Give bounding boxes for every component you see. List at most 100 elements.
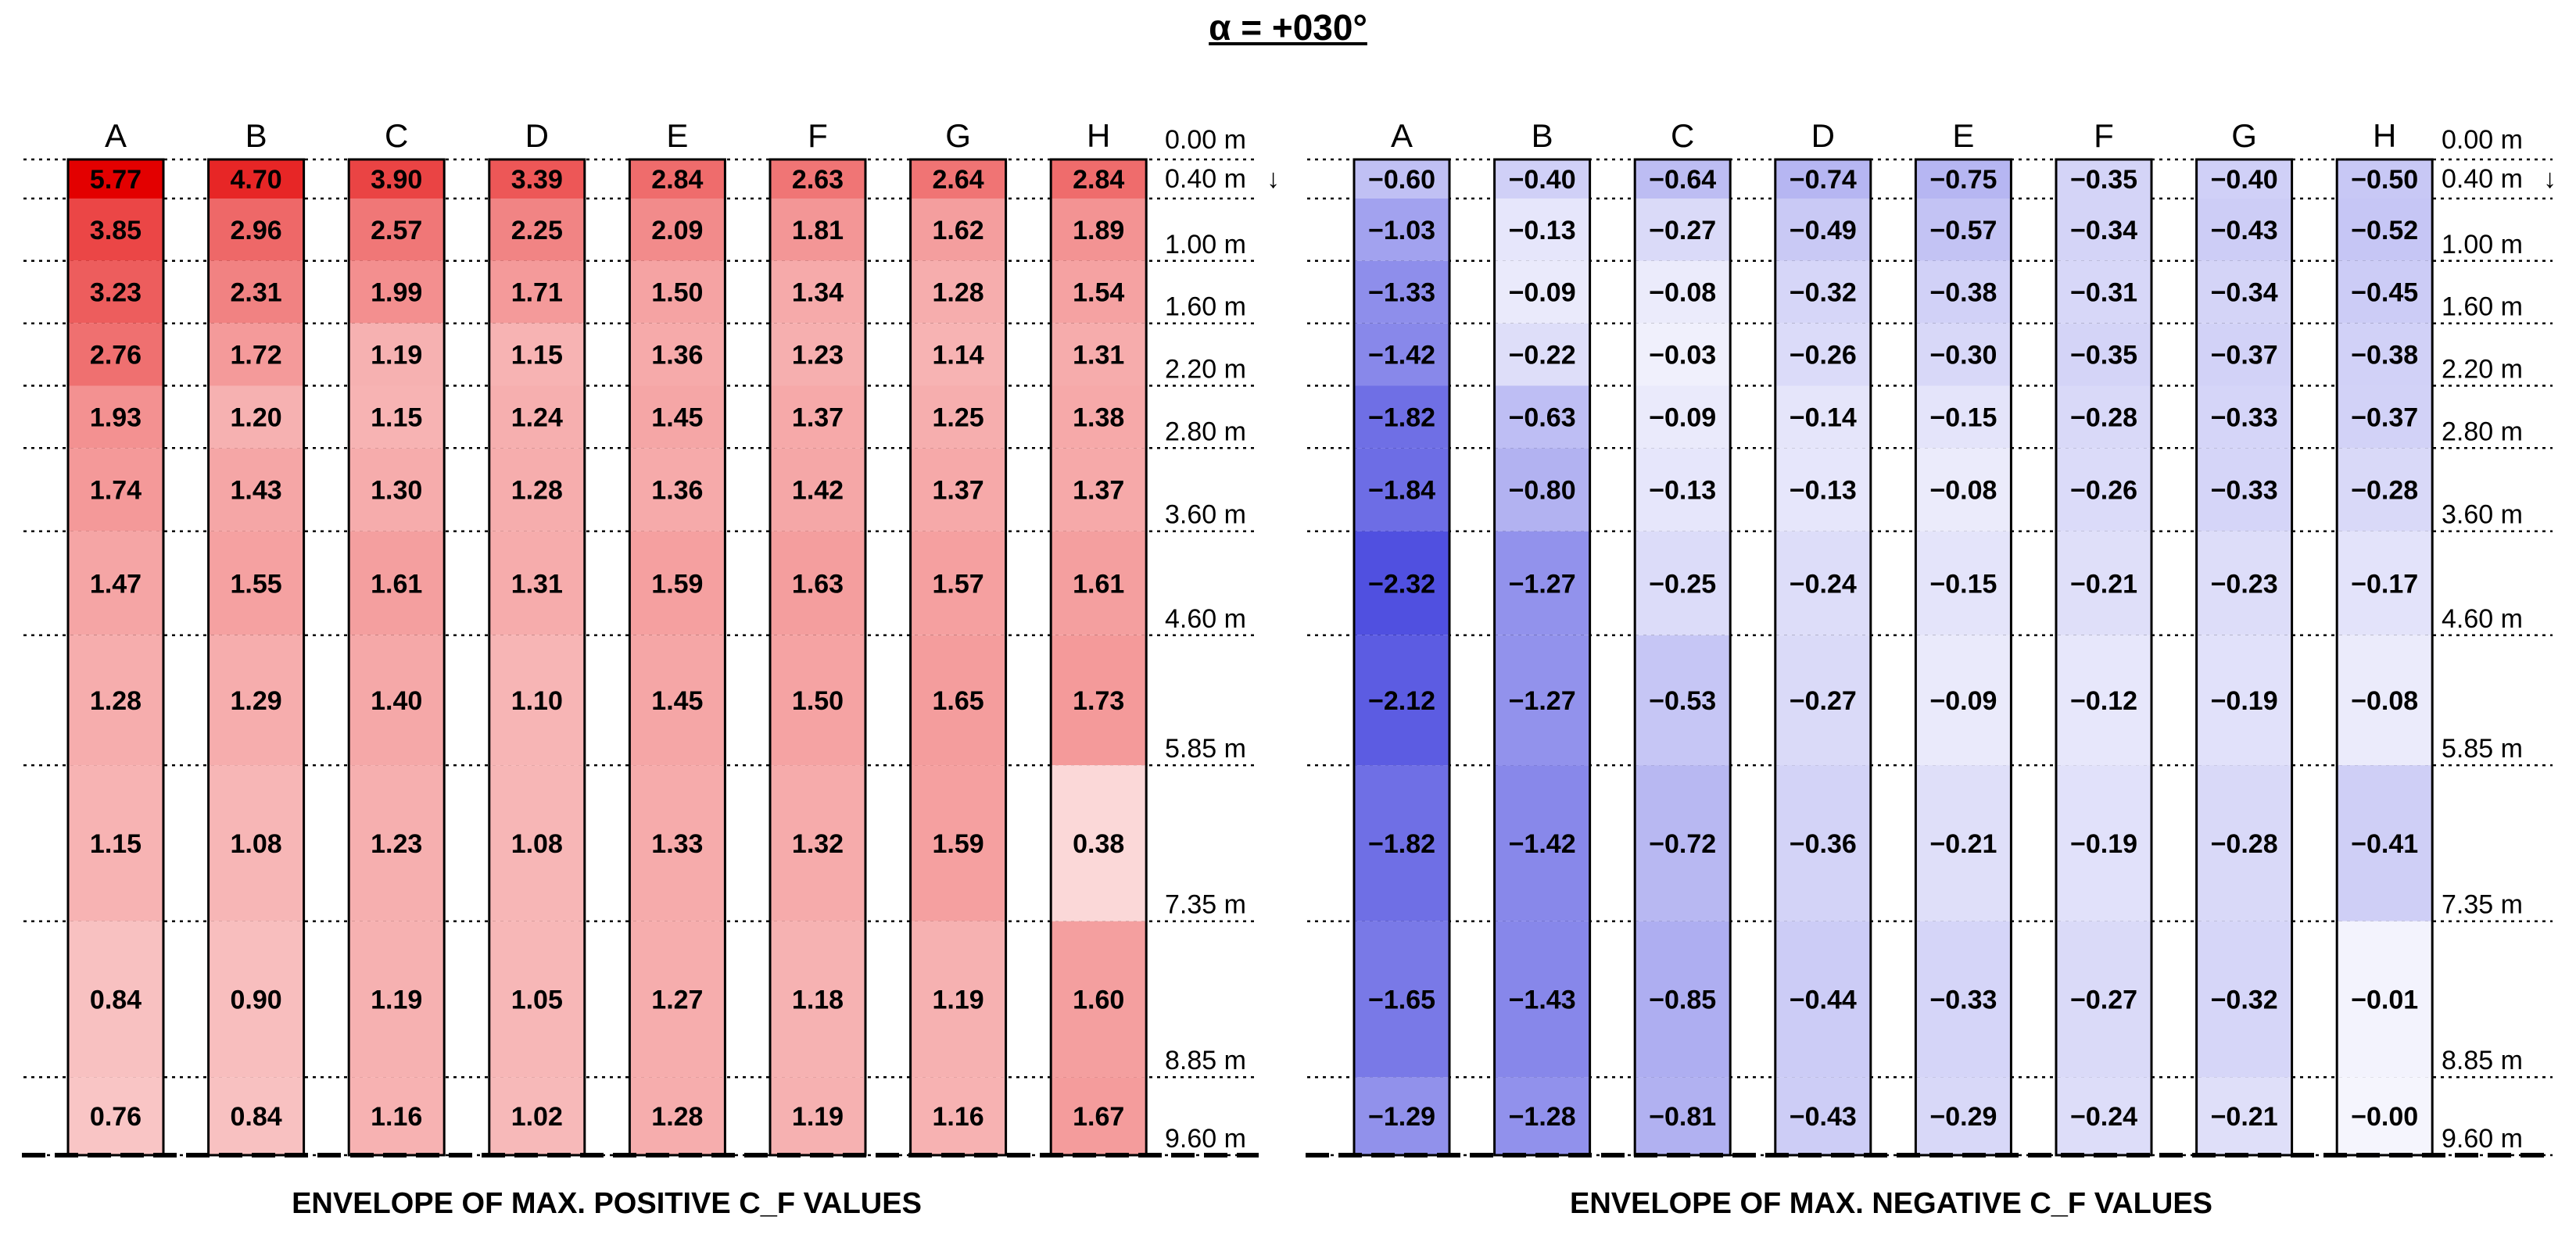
height-label: 9.60 m — [2442, 1124, 2523, 1154]
heat-cell — [770, 635, 865, 766]
heat-cell — [1775, 199, 1871, 261]
heat-cell — [770, 385, 865, 449]
heat-cell — [349, 199, 445, 261]
heat-cell — [1635, 159, 1731, 199]
cell-value: −0.64 — [1649, 165, 1716, 195]
cell-value: 0.38 — [1073, 829, 1124, 859]
heat-cell — [1051, 765, 1147, 921]
heat-cell — [2056, 385, 2151, 449]
cell-value: 0.84 — [231, 1102, 282, 1132]
heat-cell — [629, 921, 726, 1078]
heat-cell — [1915, 385, 2012, 449]
heat-cell — [208, 765, 304, 921]
cell-value: −2.32 — [1368, 569, 1435, 599]
cell-value: −0.80 — [1509, 476, 1576, 506]
heat-cell — [2337, 260, 2433, 324]
heat-cell — [349, 765, 445, 921]
column-header-e: E — [1952, 117, 1974, 154]
heat-cell — [349, 531, 445, 635]
column-header-a: A — [1391, 117, 1413, 154]
heat-cell — [629, 635, 726, 766]
heat-cell — [910, 765, 1006, 921]
cell-value: 1.14 — [933, 341, 984, 370]
cell-value: −0.08 — [1649, 278, 1716, 308]
cell-value: −0.13 — [1509, 216, 1576, 245]
cell-value: 1.28 — [651, 1102, 703, 1132]
heat-cell — [1775, 159, 1871, 199]
heat-cell — [349, 323, 445, 386]
cell-value: −0.15 — [1929, 403, 1997, 432]
cell-value: −0.43 — [2211, 216, 2278, 245]
heat-cell — [1494, 385, 1590, 449]
height-label: 1.60 m — [1165, 292, 1246, 322]
cell-value: 3.85 — [90, 216, 142, 245]
heat-cell — [1635, 531, 1731, 635]
cell-value: 1.37 — [933, 476, 984, 506]
heat-cell — [1354, 260, 1449, 324]
cell-value: −0.44 — [1790, 985, 1857, 1014]
heat-cell — [770, 765, 865, 921]
cell-value: 2.31 — [231, 278, 282, 308]
heat-cell — [2196, 1077, 2292, 1155]
cell-value: 1.10 — [511, 686, 563, 716]
heat-cell — [1915, 635, 2012, 766]
cell-value: 0.84 — [90, 985, 142, 1014]
heat-cell — [2337, 765, 2433, 921]
cell-value: −0.72 — [1649, 829, 1716, 859]
height-label: 2.80 m — [2442, 417, 2523, 446]
heat-cell — [1051, 1077, 1147, 1155]
heat-cell — [629, 159, 726, 199]
heat-cell — [489, 635, 585, 766]
heat-cell — [770, 199, 865, 261]
heat-cell — [1494, 635, 1590, 766]
cell-value: −0.75 — [1929, 165, 1997, 195]
heat-cell — [1051, 159, 1147, 199]
heat-cell — [1494, 531, 1590, 635]
height-label: 0.00 m — [1165, 125, 1246, 155]
heat-cell — [1051, 199, 1147, 261]
cell-value: −0.17 — [2351, 569, 2418, 599]
heat-cell — [68, 323, 163, 386]
height-label: 1.60 m — [2442, 292, 2523, 322]
cell-value: −0.33 — [1929, 985, 1997, 1014]
heat-cell — [629, 448, 726, 531]
heat-cell — [1775, 921, 1871, 1078]
heat-cell — [629, 531, 726, 635]
cell-value: 2.84 — [1073, 165, 1124, 195]
heat-cell — [910, 260, 1006, 324]
heat-cell — [68, 159, 163, 199]
heat-cell — [2056, 531, 2151, 635]
column-outline-a — [1352, 158, 1451, 1157]
column-header-h: H — [1087, 117, 1110, 154]
cell-value: −0.27 — [1790, 686, 1857, 716]
heat-cell — [208, 921, 304, 1078]
heat-cell — [1354, 199, 1449, 261]
column-header-b: B — [1532, 117, 1553, 154]
cell-value: 3.23 — [90, 278, 142, 308]
panel-caption-negative: ENVELOPE OF MAX. NEGATIVE C_F VALUES — [1570, 1187, 2212, 1220]
cell-value: −0.49 — [1790, 216, 1857, 245]
cell-value: −1.84 — [1368, 476, 1435, 506]
height-label: 4.60 m — [1165, 604, 1246, 634]
cell-value: 1.71 — [511, 278, 563, 308]
heat-cell — [2337, 635, 2433, 766]
cell-value: 1.67 — [1073, 1102, 1124, 1132]
heat-cell — [1494, 765, 1590, 921]
cell-value: 1.57 — [933, 569, 984, 599]
heat-cell — [1051, 448, 1147, 531]
cell-value: 4.70 — [231, 165, 282, 195]
heat-cell — [1775, 1077, 1871, 1155]
column-header-d: D — [525, 117, 549, 154]
heat-cell — [2196, 323, 2292, 386]
height-label: 2.20 m — [1165, 355, 1246, 385]
heat-cell — [2196, 159, 2292, 199]
wind-direction-marker: ↓ — [1267, 164, 1280, 194]
heat-cell — [1051, 531, 1147, 635]
cell-value: 1.28 — [511, 476, 563, 506]
cell-value: 1.50 — [792, 686, 844, 716]
column-header-c: C — [1671, 117, 1694, 154]
cell-value: 1.08 — [511, 829, 563, 859]
heat-cell — [1635, 1077, 1731, 1155]
heat-cell — [1354, 448, 1449, 531]
heat-cell — [2056, 159, 2151, 199]
